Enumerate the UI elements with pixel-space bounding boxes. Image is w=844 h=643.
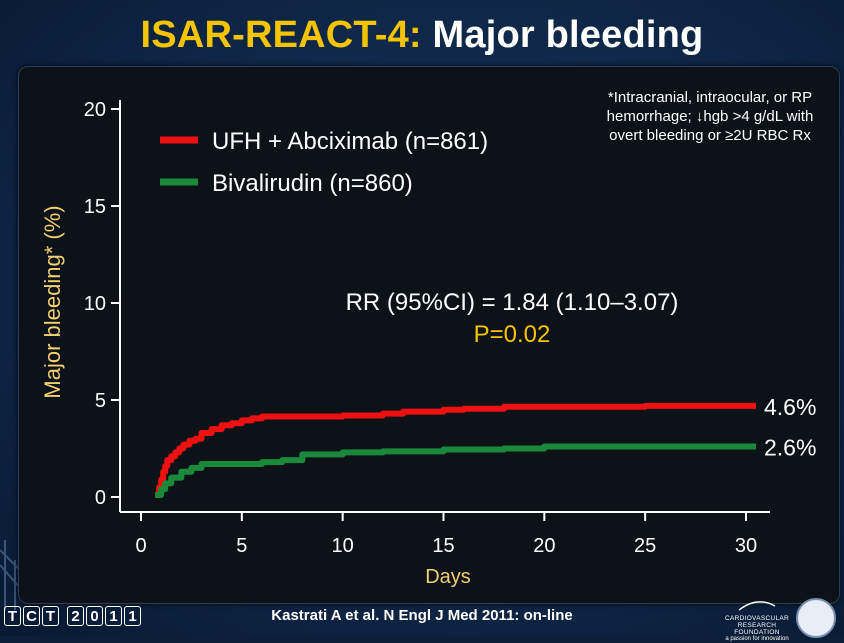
- slide-title: ISAR-REACT-4: Major bleeding: [0, 14, 844, 57]
- x-tick-label: 15: [432, 535, 454, 557]
- bivalirudin-curve: [155, 443, 757, 499]
- x-tick-label: 10: [332, 535, 354, 557]
- title-highlight: ISAR-REACT-4:: [140, 14, 422, 56]
- bridge-illustration: [0, 540, 30, 610]
- y-tick-label: 10: [84, 293, 106, 315]
- chart-panel: [18, 66, 840, 604]
- ufh-curve: [155, 402, 757, 499]
- foundation-tagline: a passion for innovation: [725, 636, 789, 642]
- p-value-annotation: P=0.02: [474, 321, 551, 348]
- x-tick-label: 0: [135, 535, 146, 557]
- logo-letter: 0: [86, 606, 103, 626]
- logo-letter: 1: [105, 606, 122, 626]
- foundation-name: CARDIOVASCULAR RESEARCH FOUNDATION: [724, 615, 790, 636]
- crf-logo: CARDIOVASCULAR RESEARCH FOUNDATION a pas…: [722, 600, 792, 643]
- logo-letter: T: [42, 606, 59, 626]
- logo-letter: C: [23, 606, 40, 626]
- title-rest: Major bleeding: [421, 14, 704, 56]
- logo-letter: 1: [124, 606, 141, 626]
- logo-letter: 2: [67, 606, 84, 626]
- rr-annotation: RR (95%CI) = 1.84 (1.10–3.07): [346, 289, 679, 316]
- y-tick-label: 15: [84, 196, 106, 218]
- logo-letter: T: [4, 606, 21, 626]
- x-tick-label: 30: [735, 535, 757, 557]
- legend-label: UFH + Abciximab (n=861): [212, 128, 488, 155]
- end-value-label: 2.6%: [764, 435, 816, 461]
- society-seal-icon: [796, 598, 836, 638]
- swoosh-icon: [738, 601, 776, 611]
- x-tick-label: 25: [634, 535, 656, 557]
- y-axis-title: Major bleeding* (%): [40, 205, 65, 398]
- legend-label: Bivalirudin (n=860): [212, 170, 413, 197]
- y-tick-label: 0: [95, 487, 106, 509]
- definition-footnote: *Intracranial, intraocular, or RP hemorr…: [606, 89, 814, 144]
- y-tick-label: 20: [84, 99, 106, 121]
- citation: Kastrati A et al. N Engl J Med 2011: on-…: [271, 607, 573, 624]
- end-value-label: 4.6%: [764, 394, 816, 420]
- y-tick-label: 5: [95, 390, 106, 412]
- x-tick-label: 20: [533, 535, 555, 557]
- x-axis-title: Days: [425, 566, 471, 588]
- x-tick-label: 5: [236, 535, 247, 557]
